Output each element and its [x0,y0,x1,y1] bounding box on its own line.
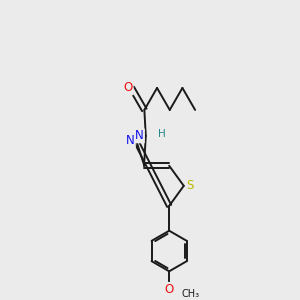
Text: O: O [164,283,174,296]
Text: N: N [126,134,135,147]
Text: CH₃: CH₃ [182,289,200,299]
Text: S: S [186,179,194,192]
Text: O: O [123,81,133,94]
Text: H: H [158,130,166,140]
Text: N: N [135,129,144,142]
